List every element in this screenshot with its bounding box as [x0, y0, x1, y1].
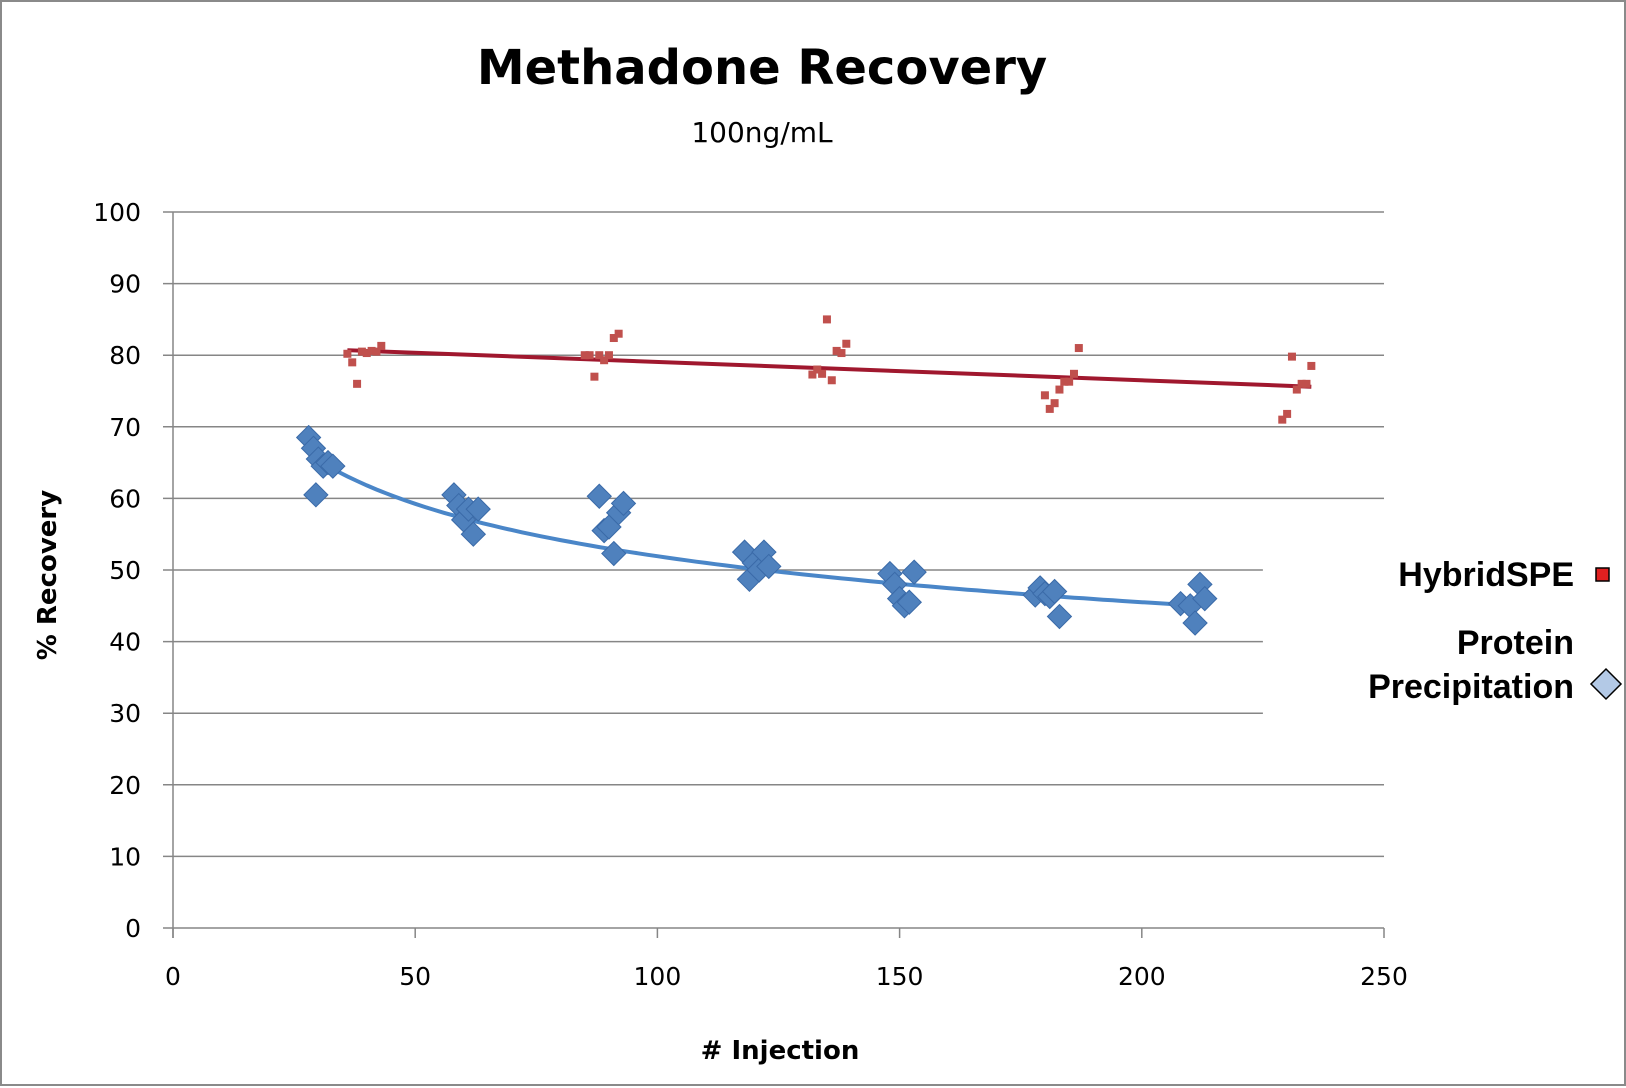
point-series-0 — [1302, 379, 1311, 388]
point-series-0 — [1040, 391, 1049, 400]
point-series-0 — [1283, 409, 1292, 418]
point-series-0 — [357, 347, 366, 356]
point-series-0 — [600, 356, 609, 365]
point-series-0 — [827, 376, 836, 385]
data-points — [295, 315, 1316, 636]
grid-lines — [163, 211, 1384, 858]
point-series-0 — [818, 369, 827, 378]
point-series-0 — [614, 329, 623, 338]
y-tick-label: 50 — [109, 556, 141, 585]
point-series-0 — [813, 365, 822, 374]
y-tick-label: 60 — [109, 484, 141, 513]
legend-label-hybridspe: HybridSPE — [1398, 556, 1574, 594]
point-series-0 — [1050, 399, 1059, 408]
point-series-1 — [586, 483, 612, 509]
point-series-1 — [320, 453, 346, 479]
point-series-0 — [1278, 415, 1287, 424]
point-series-0 — [842, 339, 851, 348]
y-tick-label: 80 — [109, 341, 141, 370]
point-series-0 — [362, 349, 371, 358]
y-tick-label: 10 — [109, 842, 141, 871]
point-series-0 — [1065, 377, 1074, 386]
legend-marker-square — [1595, 567, 1610, 582]
y-tick-label: 30 — [109, 699, 141, 728]
point-series-0 — [372, 347, 381, 356]
point-series-0 — [367, 346, 376, 355]
x-tick-label: 100 — [634, 962, 682, 991]
point-series-1 — [1182, 610, 1208, 636]
y-tick-label: 0 — [125, 914, 141, 943]
trendlines — [327, 348, 1312, 608]
point-series-1 — [756, 553, 782, 580]
point-series-0 — [580, 351, 589, 360]
point-series-1 — [610, 490, 637, 517]
chart-subtitle: 100ng/mL — [691, 116, 833, 149]
point-series-1 — [460, 521, 487, 547]
point-series-1 — [465, 496, 491, 522]
point-series-0 — [832, 346, 841, 355]
x-tick-label: 150 — [876, 962, 924, 991]
point-series-0 — [808, 370, 817, 379]
point-series-0 — [353, 379, 362, 388]
point-series-1 — [896, 589, 922, 615]
x-tick-label: 50 — [399, 962, 431, 991]
legend: HybridSPE Protein Precipitation — [1368, 556, 1623, 706]
point-series-0 — [585, 351, 594, 360]
point-series-1 — [1192, 585, 1218, 612]
x-tick-label: 0 — [165, 962, 181, 991]
point-series-0 — [604, 351, 613, 360]
y-tick-label: 40 — [109, 628, 141, 657]
y-tick-label: 100 — [93, 198, 141, 227]
y-tick-label: 20 — [109, 771, 141, 800]
point-series-1 — [303, 482, 329, 508]
point-series-0 — [1074, 344, 1083, 353]
point-series-0 — [837, 349, 846, 358]
point-series-0 — [1045, 404, 1054, 413]
legend-label-protein-precipitation: Protein Precipitation — [1368, 624, 1574, 706]
point-series-0 — [1060, 377, 1069, 386]
point-series-0 — [590, 372, 599, 381]
point-series-0 — [1287, 352, 1296, 361]
point-series-1 — [1046, 603, 1073, 630]
tick-labels: 0 10 20 30 40 50 60 70 80 90 100 0 50 100 150 200 250 — [93, 198, 1408, 991]
axes — [163, 212, 1385, 938]
y-tick-label: 90 — [109, 270, 141, 299]
legend-marker-diamond — [1589, 667, 1623, 701]
point-series-0 — [1292, 385, 1301, 394]
trendline-0 — [347, 348, 1312, 389]
point-series-1 — [601, 540, 627, 567]
point-series-0 — [348, 358, 357, 367]
point-series-0 — [377, 341, 386, 350]
point-series-0 — [1069, 369, 1078, 378]
x-axis-label: # Injection — [701, 1036, 860, 1066]
point-series-0 — [343, 349, 352, 358]
x-tick-label: 250 — [1360, 962, 1408, 991]
point-series-1 — [901, 559, 927, 585]
point-series-0 — [1297, 379, 1306, 388]
y-axis-label: % Recovery — [33, 490, 63, 660]
point-series-0 — [1055, 385, 1064, 394]
point-series-0 — [1307, 361, 1316, 370]
point-series-0 — [609, 334, 618, 343]
point-series-0 — [822, 315, 831, 324]
y-tick-label: 70 — [109, 413, 141, 442]
x-tick-label: 200 — [1118, 962, 1166, 991]
chart-title: Methadone Recovery — [477, 40, 1047, 96]
point-series-1 — [1041, 578, 1068, 605]
point-series-0 — [595, 351, 604, 360]
